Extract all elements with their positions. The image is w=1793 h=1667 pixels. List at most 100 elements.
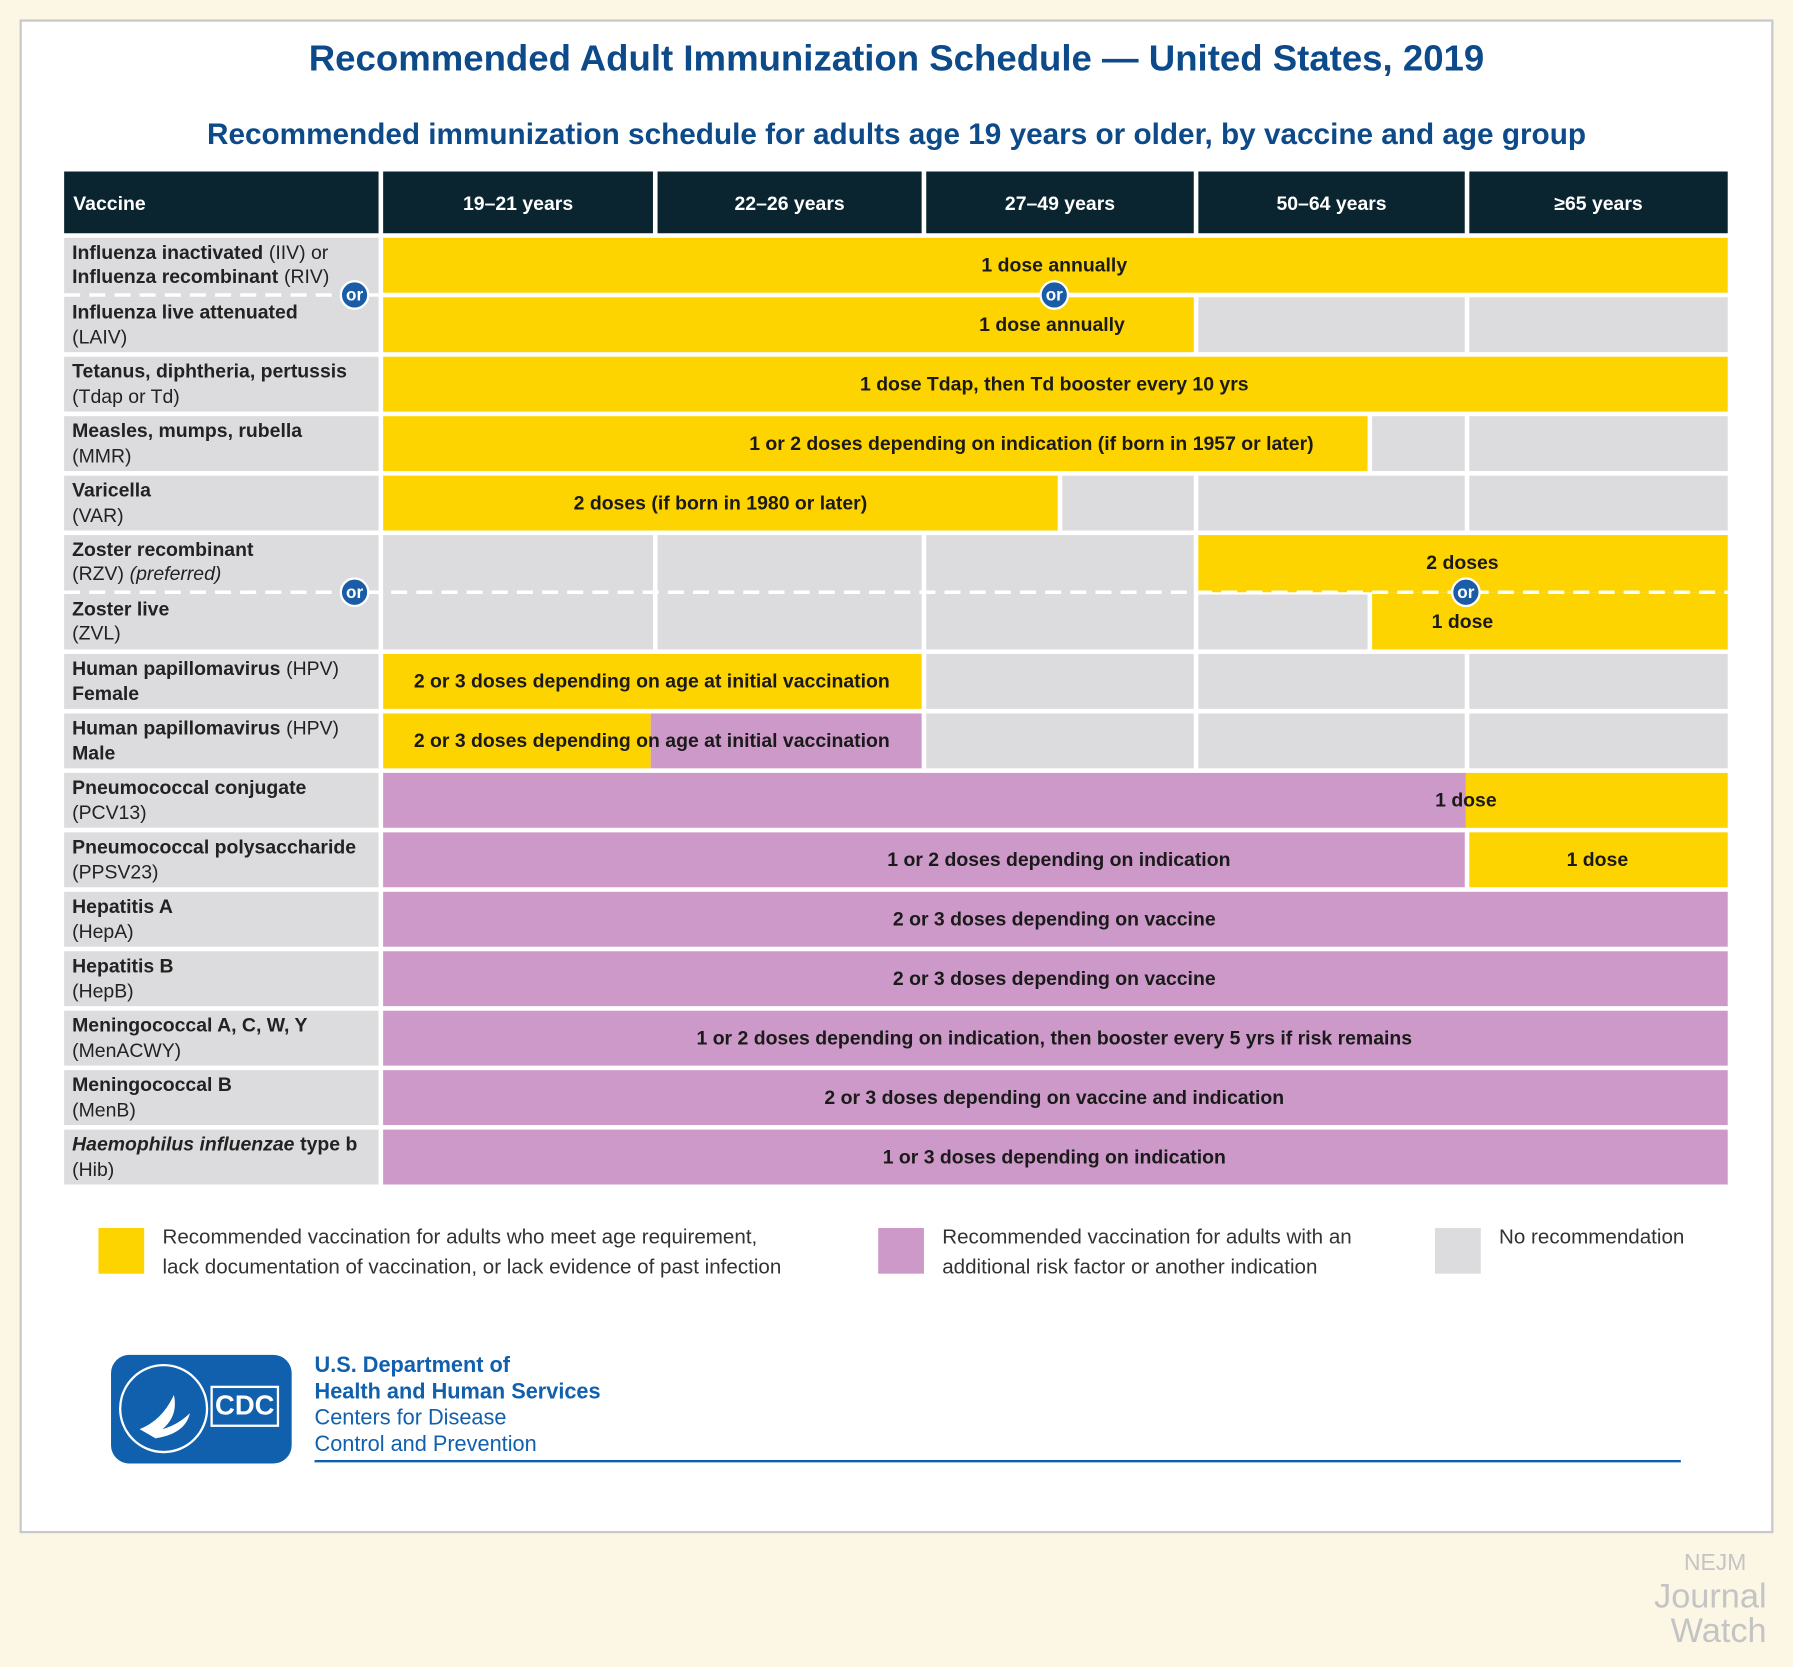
text-segment: type b (300, 1134, 357, 1156)
agency-line: Centers for Disease (315, 1405, 507, 1430)
text-segment: Female (72, 683, 139, 705)
schedule-label: 2 or 3 doses depending on vaccine (893, 968, 1216, 990)
vaccine-name: Hepatitis A (72, 896, 173, 918)
header-cell (64, 171, 379, 234)
vaccine-name: Measles, mumps, rubella (72, 420, 302, 442)
legend-text: Recommended vaccination for adults with … (942, 1226, 1352, 1249)
vaccine-name: Influenza live attenuated (72, 301, 298, 323)
text-segment: Meningococcal A, C, W, Y (72, 1015, 307, 1037)
vaccine-cell (64, 951, 379, 1007)
schedule-label: 1 dose Tdap, then Td booster every 10 yr… (860, 373, 1249, 395)
or-badge (1451, 577, 1481, 608)
schedule-label: 2 doses (1426, 552, 1498, 574)
header-cell (1469, 171, 1728, 234)
text-segment: (IIV) or (269, 242, 329, 264)
or-badge (339, 577, 370, 608)
risk-bar (383, 772, 1466, 828)
vaccine-name: Influenza recombinant (RIV) (72, 266, 329, 288)
text-segment: Influenza recombinant (72, 266, 279, 288)
vaccine-name: Influenza inactivated (IIV) or (72, 242, 329, 264)
cdc-logo: CDC (111, 1354, 292, 1464)
vaccine-name: (MenB) (72, 1099, 136, 1121)
text-segment: Measles, mumps, rubella (72, 420, 302, 442)
vaccine-name: Human papillomavirus (HPV) (72, 718, 339, 740)
vaccine-name: (RZV) (preferred) (72, 563, 221, 585)
no-recommendation-cell (1198, 297, 1465, 353)
vaccine-name: (PCV13) (72, 802, 146, 824)
text-segment: (HPV) (286, 658, 339, 680)
text-segment: Haemophilus influenzae (72, 1134, 295, 1156)
text-segment: Pneumococcal polysaccharide (72, 836, 356, 858)
watermark-text: NEJM (1684, 1549, 1746, 1575)
vaccine-name: Tetanus, diphtheria, pertussis (72, 361, 347, 383)
column-header: 22–26 years (735, 193, 845, 215)
vaccine-name: Zoster live (72, 599, 169, 621)
no-recommendation-cell (1198, 653, 1465, 709)
text-segment: (preferred) (130, 563, 222, 585)
or-label: or (346, 285, 363, 305)
routine-bar (1372, 592, 1728, 650)
no-recommendation-cell (1469, 475, 1728, 531)
vaccine-name: (Tdap or Td) (72, 386, 180, 408)
vaccine-name: Pneumococcal polysaccharide (72, 836, 356, 858)
legend-text: Recommended vaccination for adults who m… (162, 1226, 757, 1249)
or-label: or (346, 582, 363, 602)
text-segment: Pneumococcal conjugate (72, 777, 306, 799)
text-segment: Zoster recombinant (72, 539, 254, 561)
vaccine-cell (64, 1070, 379, 1126)
vaccine-name: (MMR) (72, 445, 131, 467)
vaccine-name: Haemophilus influenzae type b (72, 1134, 357, 1156)
text-segment: Hepatitis B (72, 955, 173, 977)
header-cell (657, 171, 922, 234)
schedule-label: 1 or 2 doses depending on indication (if… (749, 433, 1313, 455)
schedule-label: 1 dose (1432, 611, 1494, 633)
text-segment: (MMR) (72, 445, 131, 467)
routine-bar (1465, 772, 1728, 828)
or-label: or (1457, 582, 1474, 602)
column-header: 19–21 years (463, 193, 573, 215)
schedule-label: 1 dose annually (981, 255, 1127, 277)
vaccine-name: Pneumococcal conjugate (72, 777, 306, 799)
text-segment: Influenza live attenuated (72, 301, 298, 323)
text-segment: (PPSV23) (72, 862, 158, 884)
agency-line: Health and Human Services (315, 1378, 601, 1403)
column-header: ≥65 years (1554, 193, 1642, 215)
risk-bar (383, 1010, 1728, 1066)
risk-bar (383, 832, 1465, 888)
no-recommendation-cell (926, 713, 1194, 769)
vaccine-name: Male (72, 743, 115, 765)
vaccine-name: (HepB) (72, 981, 134, 1003)
routine-bar (383, 356, 1728, 412)
no-recommendation-cell (926, 653, 1194, 709)
routine-bar (383, 653, 922, 709)
vaccine-cell (64, 356, 379, 412)
eagle (139, 1394, 190, 1439)
schedule-label: 1 dose annually (979, 314, 1125, 336)
text-segment: (HepA) (72, 921, 134, 943)
vaccine-cell (64, 653, 379, 709)
vaccine-name: Human papillomavirus (HPV) (72, 658, 339, 680)
vaccine-name: (Hib) (72, 1159, 114, 1181)
legend-swatch (98, 1227, 145, 1274)
risk-bar (383, 1129, 1728, 1185)
schedule-label: 2 or 3 doses depending on age at initial… (414, 671, 890, 693)
schedule-label: 2 or 3 doses depending on vaccine and in… (824, 1087, 1284, 1109)
vaccine-name: Varicella (72, 480, 151, 502)
legend: Recommended vaccination for adults who m… (98, 1226, 1684, 1278)
text-segment: Human papillomavirus (72, 718, 280, 740)
vaccine-name: (VAR) (72, 505, 123, 527)
vaccine-name: (LAIV) (72, 327, 127, 349)
schedule-table: Vaccine 19–21 years 22–26 years 27–49 years… (64, 171, 1728, 1185)
text-segment: (Hib) (72, 1159, 114, 1181)
vaccine-name: (ZVL) (72, 623, 121, 645)
logo-box (210, 1385, 280, 1427)
title: Recommended Adult Immunization Schedule … (309, 37, 1484, 78)
text-segment: Influenza inactivated (72, 242, 263, 264)
no-recommendation-cell (1469, 713, 1728, 769)
vaccine-cell (64, 713, 379, 769)
risk-bar (383, 891, 1728, 947)
schedule-label: 2 doses (if born in 1980 or later) (574, 492, 868, 514)
